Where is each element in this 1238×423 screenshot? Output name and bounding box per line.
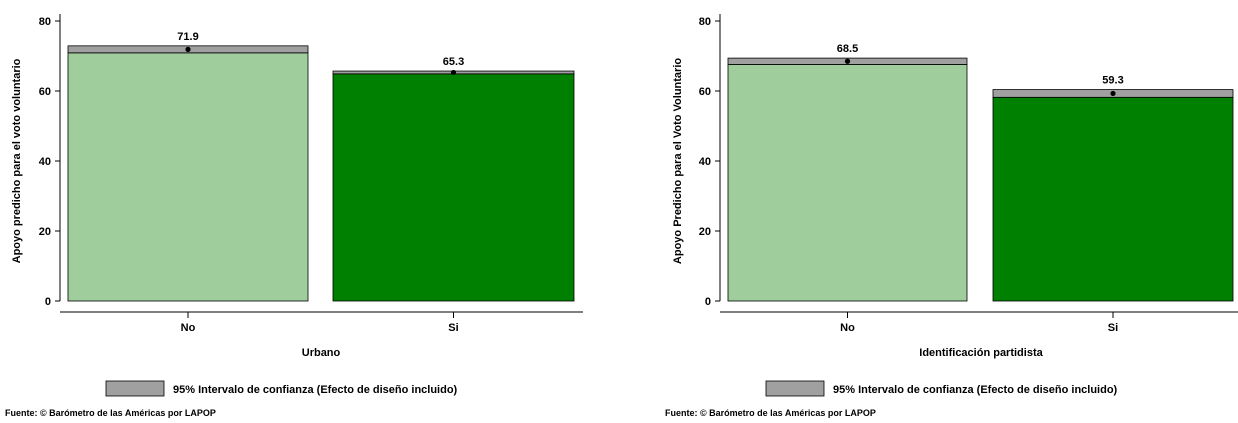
data-label: 59.3 xyxy=(1102,75,1123,87)
y-tick-label: 60 xyxy=(699,86,711,98)
x-tick-label: Si xyxy=(448,322,458,334)
point-estimate xyxy=(450,69,457,76)
source-note: Fuente: © Barómetro de las Américas por … xyxy=(5,408,216,418)
y-ticks: 0 20 40 60 80 xyxy=(699,16,720,308)
chart-panel-2: 0 20 40 60 80 68.5 59.3 No Si Identificación p… xyxy=(665,14,1238,418)
y-tick-label: 60 xyxy=(39,86,51,98)
y-tick-label: 80 xyxy=(39,16,51,28)
y-axis-title: Apoyo Predicho para el Voto Voluntario xyxy=(672,58,684,264)
y-tick-label: 20 xyxy=(699,226,711,238)
source-note: Fuente: © Barómetro de las Américas por … xyxy=(665,408,876,418)
y-axis-title: Apoyo predicho para el voto voluntario xyxy=(11,58,23,263)
x-tick-label: No xyxy=(840,322,855,334)
bar-no xyxy=(67,52,309,302)
bar-si xyxy=(992,96,1234,302)
bar-no xyxy=(727,64,968,302)
legend-label: 95% Intervalo de confianza (Efecto de di… xyxy=(833,384,1118,396)
x-tick-label: No xyxy=(181,322,196,334)
data-label: 68.5 xyxy=(837,43,858,55)
legend-label: 95% Intervalo de confianza (Efecto de di… xyxy=(173,384,458,396)
point-estimate xyxy=(844,58,851,64)
legend-swatch xyxy=(765,380,825,397)
bars: 71.9 65.3 xyxy=(67,31,575,302)
bar-si xyxy=(332,73,575,302)
chart-panel-1: 0 20 40 60 80 71.9 65.3 No Si Urbano Apoyo pre… xyxy=(5,14,583,418)
y-tick-label: 80 xyxy=(699,16,711,28)
x-axis-title: Identificación partidista xyxy=(919,347,1043,359)
x-axis-title: Urbano xyxy=(302,347,341,359)
data-label: 65.3 xyxy=(443,56,464,68)
bars: 68.5 59.3 xyxy=(727,43,1234,302)
y-tick-label: 0 xyxy=(705,296,711,308)
y-tick-label: 20 xyxy=(39,226,51,238)
x-ticks: No Si xyxy=(840,312,1118,334)
point-estimate xyxy=(185,46,191,52)
y-tick-label: 40 xyxy=(699,156,711,168)
legend-swatch xyxy=(105,380,165,397)
x-ticks: No Si xyxy=(181,312,459,334)
point-estimate xyxy=(1110,90,1116,97)
y-tick-label: 0 xyxy=(45,296,51,308)
y-tick-label: 40 xyxy=(39,156,51,168)
data-label: 71.9 xyxy=(177,31,198,43)
x-tick-label: Si xyxy=(1108,322,1118,334)
y-ticks: 0 20 40 60 80 xyxy=(39,16,60,308)
